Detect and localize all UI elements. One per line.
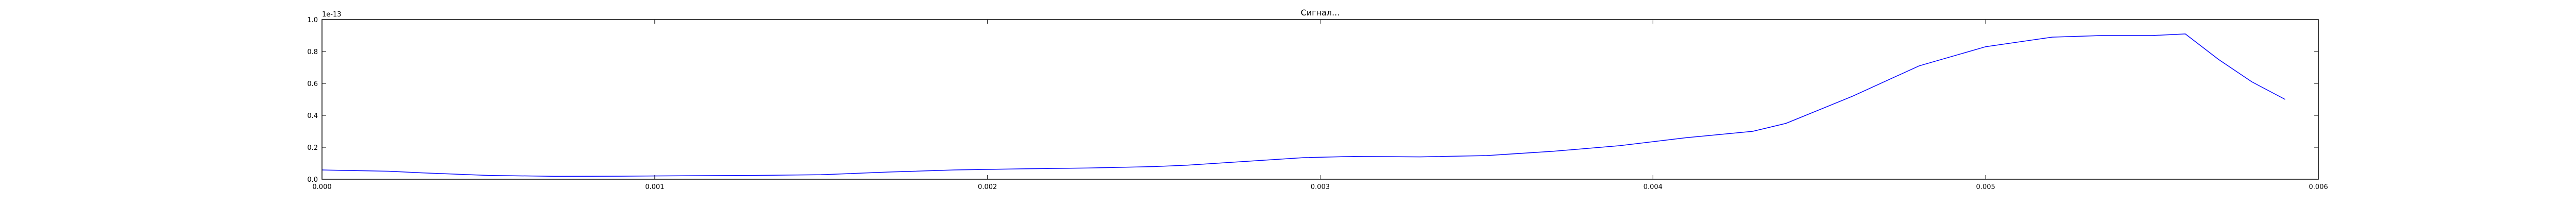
- plot-frame: [321, 19, 2319, 180]
- y-axis-multiplier: 1e-13: [322, 11, 342, 19]
- series-line: [321, 33, 2285, 177]
- y-tick-label: 0.2: [307, 144, 318, 152]
- y-tick-label: 0.6: [307, 80, 318, 88]
- axis-ticks: 0.000 0.001 0.002 0.003 0.004 0.005 0.006 0.0 0.…: [307, 16, 2328, 191]
- x-tick-label: 0.005: [1976, 183, 1995, 191]
- x-tick-label: 0.000: [312, 183, 331, 191]
- chart-title: Сигнал...: [1301, 8, 1340, 18]
- x-tick-label: 0.002: [978, 183, 997, 191]
- y-tick-label: 0.0: [307, 176, 318, 184]
- x-tick-label: 0.006: [2309, 183, 2328, 191]
- y-tick-label: 1.0: [307, 16, 318, 24]
- x-tick-label: 0.001: [645, 183, 664, 191]
- y-tick-label: 0.4: [307, 112, 318, 120]
- x-tick-label: 0.003: [1311, 183, 1330, 191]
- y-tick-label: 0.8: [307, 48, 318, 56]
- x-tick-label: 0.004: [1643, 183, 1663, 191]
